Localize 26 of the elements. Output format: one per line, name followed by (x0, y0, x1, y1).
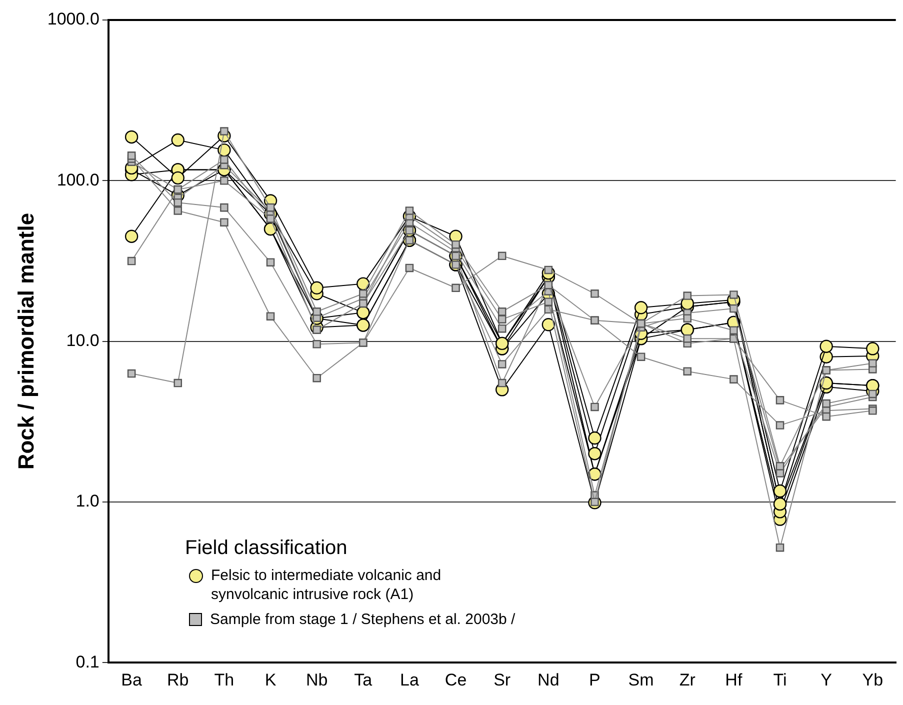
x-tick-label: P (589, 670, 600, 690)
x-tick-label: Ti (773, 670, 787, 690)
x-tick-label: La (400, 670, 420, 690)
legend-label: Felsic to intermediate volcanic and synvolcanic intrusive rock (A1) (211, 566, 442, 604)
legend-label: Sample from stage 1 / Stephens et al. 2003b / (210, 610, 516, 629)
y-axis-title: Rock / primordial mantle (13, 212, 38, 470)
x-tick-label: Sr (494, 670, 511, 690)
x-tick-label: Ta (354, 670, 373, 690)
y-tick-label: 10.0 (66, 330, 100, 350)
y-tick-label: 1.0 (76, 492, 100, 511)
x-tick-label: Th (214, 670, 234, 690)
x-tick-label: Nb (306, 670, 328, 690)
x-tick-label: Yb (862, 670, 884, 690)
legend-title: Field classification (185, 537, 348, 560)
x-tick-label: Zr (679, 670, 696, 690)
x-tick-label: Ce (444, 670, 467, 690)
x-tick-label: Ba (121, 670, 142, 690)
x-tick-label: Rb (167, 670, 189, 690)
y-tick-label: 0.1 (76, 652, 100, 672)
y-tick-label: 100.0 (56, 170, 100, 190)
x-tick-label: Hf (725, 670, 742, 690)
x-tick-label: Sm (628, 670, 654, 690)
y-tick-label: 1000.0 (47, 10, 100, 29)
x-tick-label: Y (820, 670, 832, 690)
x-tick-label: K (264, 670, 277, 690)
x-tick-label: Nd (538, 670, 560, 690)
